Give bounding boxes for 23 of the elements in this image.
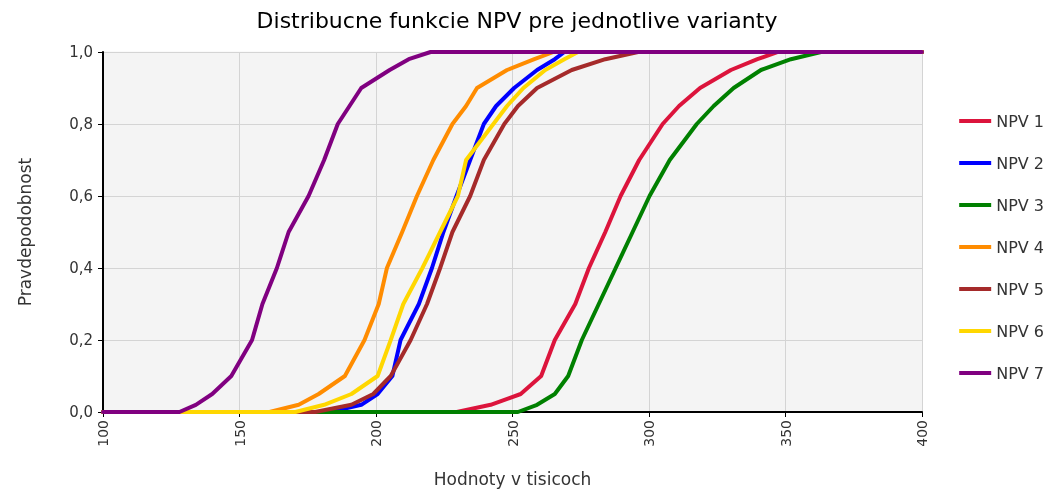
chart-title: Distribucne funkcie NPV pre jednotlive varianty (256, 7, 778, 33)
y-axis-title: Pravdepodobnost (14, 157, 35, 307)
x-tick-label: 400 (914, 420, 930, 447)
legend-label: NPV 6 (996, 321, 1044, 341)
x-tick-label: 350 (777, 420, 794, 447)
y-tick-label: 0,0 (69, 403, 93, 421)
legend-label: NPV 4 (996, 237, 1044, 257)
legend-label: NPV 5 (996, 279, 1044, 299)
x-tick-label: 100 (95, 420, 111, 447)
legend-label: NPV 2 (996, 153, 1044, 173)
x-axis-title: Hodnoty v tisicoch (433, 468, 592, 489)
y-tick-label: 0,2 (69, 331, 93, 349)
legend-label: NPV 7 (996, 363, 1044, 383)
legend-label: NPV 1 (996, 111, 1044, 131)
y-tick-label: 0,8 (69, 115, 93, 133)
y-tick-label: 1,0 (69, 43, 93, 61)
y-tick-label: 0,6 (69, 187, 93, 205)
x-tick-label: 300 (641, 420, 657, 447)
x-tick-label: 200 (368, 420, 384, 447)
y-tick-label: 0,4 (69, 259, 93, 277)
x-tick-label: 250 (504, 420, 521, 447)
x-tick-label: 150 (231, 420, 248, 447)
legend-label: NPV 3 (996, 195, 1044, 215)
